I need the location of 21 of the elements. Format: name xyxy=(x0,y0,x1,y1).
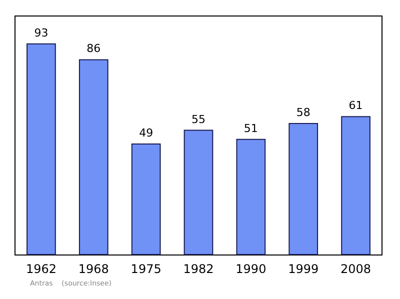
bar xyxy=(288,122,318,255)
x-tick-label: 1975 xyxy=(130,262,162,276)
data-label: 86 xyxy=(86,42,101,56)
data-label: 93 xyxy=(34,26,48,40)
x-tick-label: 1990 xyxy=(236,262,266,276)
data-label: 49 xyxy=(139,126,154,140)
x-tick-label: 1968 xyxy=(78,262,109,276)
bar xyxy=(341,116,370,255)
bar xyxy=(236,138,266,255)
bar xyxy=(131,143,161,255)
x-tick-label: 2008 xyxy=(340,262,372,276)
bar xyxy=(184,130,214,255)
data-label: 55 xyxy=(192,112,206,126)
data-label: 51 xyxy=(244,122,258,135)
data-label: 61 xyxy=(348,99,363,112)
x-tick-label: 1999 xyxy=(288,262,319,276)
x-tick-label: 1982 xyxy=(183,262,214,276)
x-tick-label: 1962 xyxy=(26,262,56,276)
bar xyxy=(26,43,56,255)
data-label: 58 xyxy=(296,106,310,119)
bar xyxy=(78,59,108,255)
